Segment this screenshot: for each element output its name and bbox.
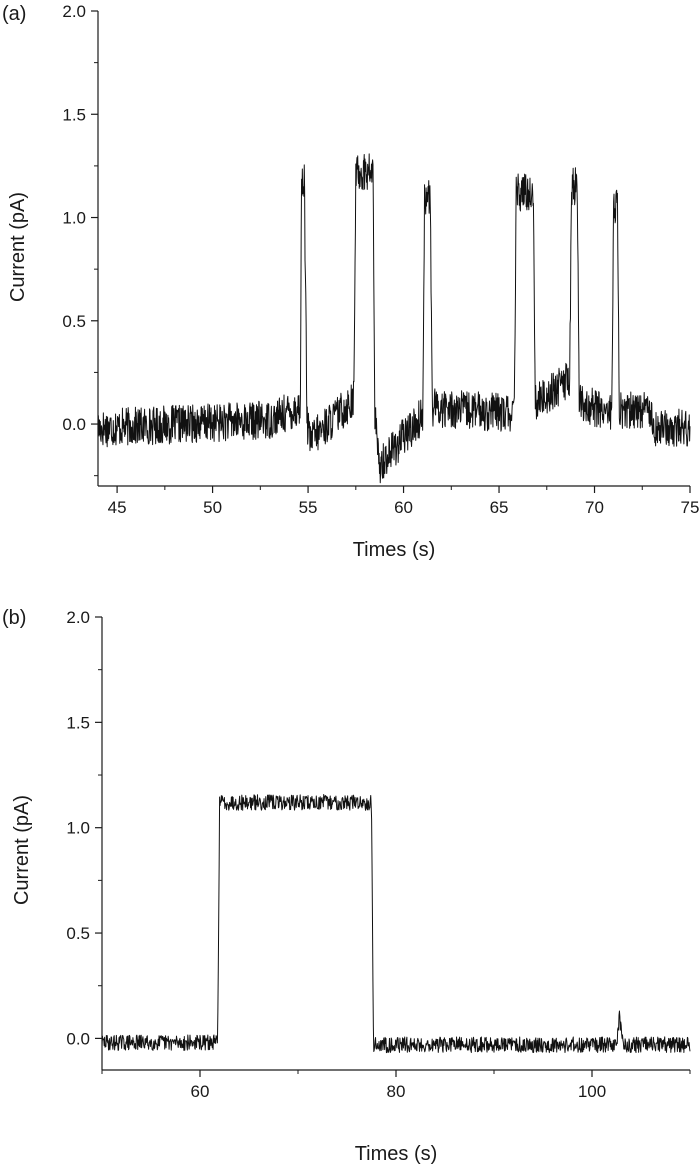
y-tick-label-b: 0.0 [66,1029,90,1048]
panel-label-b: (b) [2,607,26,629]
x-tick-label-a: 60 [394,498,413,517]
y-tick-label-a: 2.0 [62,2,86,21]
panel-label-a: (a) [2,3,26,25]
x-tick-label-b: 60 [191,1082,210,1101]
x-tick-label-a: 75 [681,498,700,517]
y-tick-label-b: 0.5 [66,924,90,943]
x-tick-label-a: 50 [203,498,222,517]
x-axis-label-b: Times (s) [355,1143,438,1165]
y-tick-label-a: 1.0 [62,209,86,228]
plot-area-a: 0.0 0.5 1.0 1.5 2.0 45 50 55 60 65 70 75 [62,2,699,517]
panel-b: (b) Current (pA) Times (s) 0.0 0.5 1.0 1.5 2… [2,607,691,1165]
y-tick-label-b: 2.0 [66,608,90,627]
y-tick-label-a: 1.5 [62,105,86,124]
x-axis-label-a: Times (s) [353,539,436,561]
y-tick-label-b: 1.0 [66,819,90,838]
x-tick-label-b: 100 [578,1082,606,1101]
y-axis-label-b: Current (pA) [11,795,33,905]
x-tick-label-a: 55 [299,498,318,517]
y-tick-label-a: 0.5 [62,312,86,331]
panel-a: (a) Current (pA) Times (s) 0.0 0.5 1.0 1.5 2… [2,2,699,561]
plot-area-b: 0.0 0.5 1.0 1.5 2.0 60 80 100 [66,608,691,1101]
x-tick-label-a: 70 [585,498,604,517]
y-tick-label-b: 1.5 [66,713,90,732]
y-axis-label-a: Current (pA) [7,192,29,302]
y-tick-label-a: 0.0 [62,415,86,434]
x-tick-label-a: 65 [490,498,509,517]
x-tick-label-a: 45 [108,498,127,517]
series-line-b [101,794,691,1054]
series-line-a [97,153,691,484]
x-tick-label-b: 80 [387,1082,406,1101]
